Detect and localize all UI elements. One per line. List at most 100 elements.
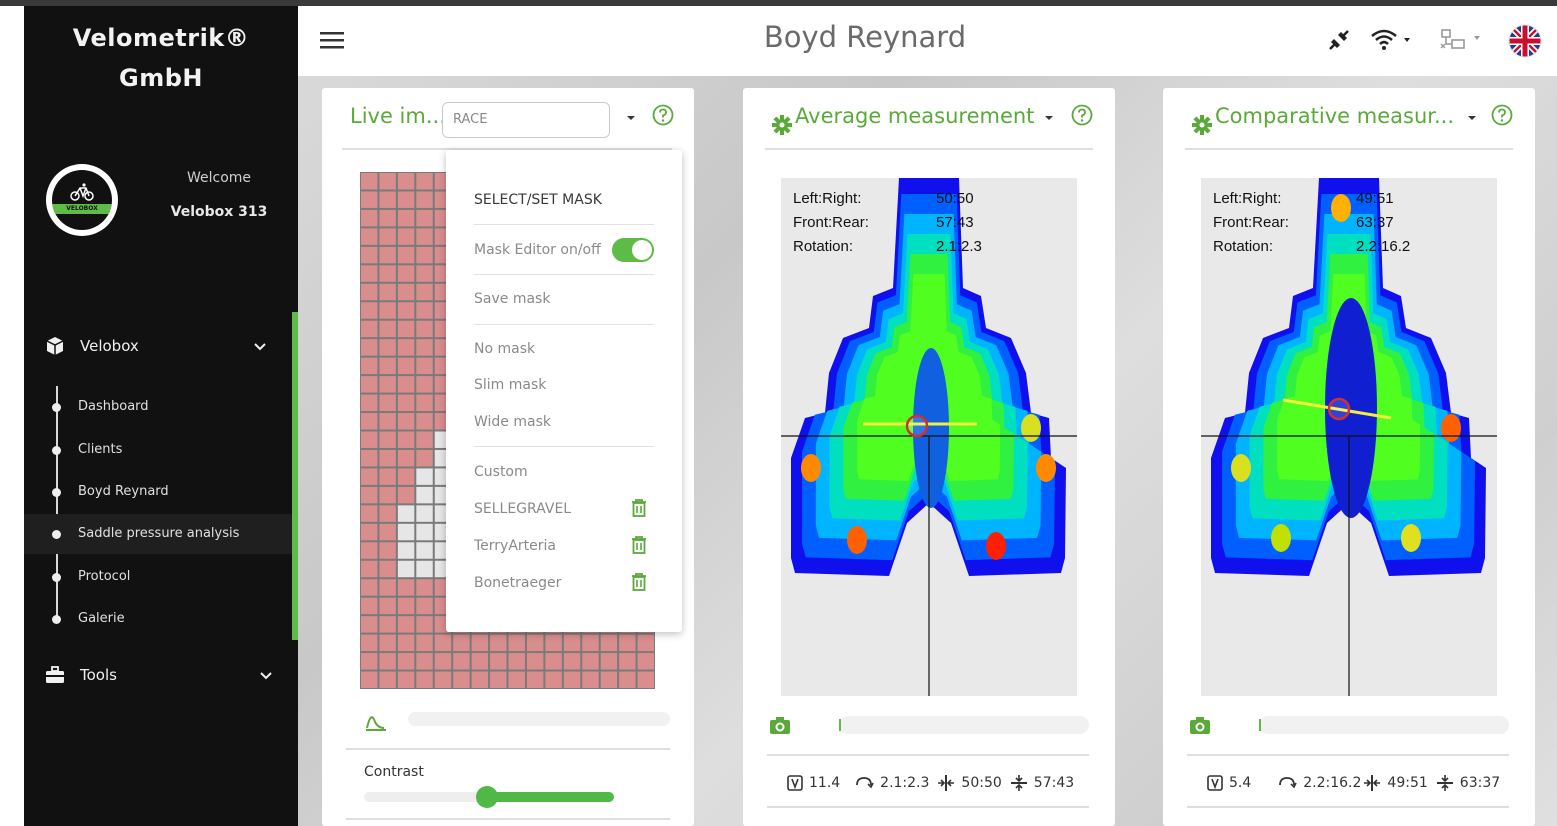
- chevron-down-icon: [260, 672, 272, 680]
- sidebar-item-label: Saddle pressure analysis: [78, 526, 240, 541]
- card-title: Comparative measur...: [1215, 104, 1454, 128]
- brand-line-1: Velometrik®: [72, 24, 250, 52]
- camera-icon[interactable]: [1189, 716, 1211, 736]
- sidebar-item-label: Protocol: [78, 569, 131, 584]
- contrast-slider-handle[interactable]: [476, 786, 498, 808]
- nav-group-velobox[interactable]: Velobox: [24, 328, 292, 364]
- pressure-heatmap: Left:Right: Front:Rear: Rotation: 50:50 …: [781, 178, 1077, 696]
- average-measurement-card: Average measurement Left:Right: Front:Re…: [743, 88, 1115, 826]
- mask-editor-toggle[interactable]: [612, 238, 654, 262]
- front-rear-label: Front:Rear:: [1213, 214, 1289, 231]
- front-rear-value: 57:43: [936, 214, 974, 231]
- stat-left-right: 50:50: [937, 774, 1002, 792]
- trash-icon[interactable]: [630, 535, 648, 555]
- heatmap-image: [1201, 178, 1497, 696]
- front-rear-icon: [1436, 775, 1453, 791]
- page-title: Boyd Reynard: [763, 20, 967, 54]
- sidebar-item-saddle-pressure-analysis[interactable]: Saddle pressure analysis: [24, 514, 292, 554]
- stat-left-right-value: 50:50: [961, 775, 1002, 791]
- help-icon[interactable]: [1491, 104, 1513, 126]
- histogram-icon[interactable]: [364, 708, 388, 732]
- sidebar-item-label: Galerie: [78, 611, 125, 626]
- stat-front-rear-value: 63:37: [1459, 775, 1501, 791]
- contrast-slider[interactable]: [364, 786, 614, 808]
- gear-icon[interactable]: [771, 114, 793, 136]
- uk-flag-icon[interactable]: [1508, 24, 1542, 58]
- stat-front-rear: 63:37: [1436, 774, 1500, 792]
- stat-v-value: 5.4: [1229, 775, 1252, 791]
- pressure-heatmap: Left:Right: Front:Rear: Rotation: 49:51 …: [1201, 178, 1497, 696]
- custom-mask-item[interactable]: SELLEGRAVEL: [474, 501, 572, 517]
- bicycle-icon: [70, 183, 94, 201]
- menu-divider: [474, 324, 654, 325]
- card-divider: [346, 818, 670, 820]
- caret-down-icon[interactable]: [1467, 114, 1477, 122]
- plug-disconnected-icon[interactable]: [1326, 26, 1352, 54]
- hamburger-menu-icon[interactable]: [318, 28, 346, 52]
- card-title-divider: [1185, 148, 1513, 150]
- velobox-logo: VELOBOX: [46, 164, 118, 236]
- sidebar-item-dashboard[interactable]: Dashboard: [24, 387, 292, 427]
- slim-mask-item[interactable]: Slim mask: [474, 377, 547, 393]
- stat-v: 11.4: [787, 775, 840, 791]
- user-name: Velobox 313: [170, 204, 268, 220]
- menu-divider: [474, 446, 654, 447]
- custom-mask-item[interactable]: Bonetraeger: [474, 575, 562, 591]
- caret-down-icon[interactable]: [1044, 114, 1054, 122]
- bullet-icon: [52, 446, 61, 455]
- sidebar-item-label: Clients: [78, 442, 123, 457]
- bullet-icon: [52, 488, 61, 497]
- wifi-icon[interactable]: [1370, 26, 1412, 54]
- card-divider: [346, 748, 670, 750]
- network-icon[interactable]: [1438, 26, 1484, 54]
- sidebar-item-protocol[interactable]: Protocol: [24, 557, 292, 597]
- measurement-slider[interactable]: [1259, 716, 1509, 734]
- contrast-slider-fill: [486, 792, 614, 802]
- brand-line-2: GmbH: [119, 64, 203, 92]
- stat-front-rear: 57:43: [1010, 774, 1074, 792]
- sidebar-item-label: Boyd Reynard: [78, 484, 169, 499]
- save-mask-item[interactable]: Save mask: [474, 291, 551, 307]
- custom-mask-item[interactable]: TerryArteria: [474, 538, 556, 554]
- rotation-icon: [1279, 777, 1297, 789]
- wide-mask-item[interactable]: Wide mask: [474, 414, 551, 430]
- sidebar-item-boyd-reynard[interactable]: Boyd Reynard: [24, 472, 292, 512]
- mask-editor-toggle-label: Mask Editor on/off: [474, 242, 601, 258]
- sidebar-item-galerie[interactable]: Galerie: [24, 599, 292, 639]
- bullet-icon: [52, 530, 61, 539]
- stat-left-right-value: 49:51: [1387, 775, 1428, 791]
- nav-group-tools[interactable]: Tools: [24, 657, 292, 693]
- stat-v-value: 11.4: [809, 775, 841, 791]
- help-icon[interactable]: [1071, 104, 1093, 126]
- stat-rotation-value: 2.1:2.3: [880, 775, 930, 791]
- stat-rotation-value: 2.2:16.2: [1303, 775, 1362, 791]
- camera-icon[interactable]: [769, 716, 791, 736]
- window-top-border: [0, 0, 1557, 6]
- histogram-slider[interactable]: [408, 712, 670, 726]
- cube-icon: [46, 337, 64, 355]
- measurement-slider[interactable]: [839, 716, 1089, 734]
- sidebar-item-label: Dashboard: [78, 399, 149, 414]
- brand-title: Velometrik® GmbH: [24, 18, 298, 98]
- stat-rotation: 2.1:2.3: [854, 775, 929, 791]
- trash-icon[interactable]: [630, 572, 648, 592]
- gear-icon[interactable]: [1191, 114, 1213, 136]
- card-divider: [1187, 806, 1509, 808]
- sidebar-item-clients[interactable]: Clients: [24, 430, 292, 470]
- no-mask-item[interactable]: No mask: [474, 341, 536, 357]
- rotation-value: 2.1:2.3: [936, 238, 982, 255]
- sidebar: Velometrik® GmbH VELOBOX Welcome Velobox…: [24, 6, 298, 826]
- card-title: Live im...: [350, 104, 446, 128]
- trash-icon[interactable]: [630, 498, 648, 518]
- mask-select-menu: SELECT/SET MASK Mask Editor on/off Save …: [446, 150, 682, 632]
- chevron-down-icon: [254, 343, 266, 351]
- menu-divider: [474, 224, 654, 225]
- nav-group-label: Velobox: [80, 337, 139, 355]
- rotation-icon: [856, 777, 874, 789]
- stats-row: 11.4 2.1:2.3 50:50 57:43: [787, 772, 1082, 794]
- help-icon[interactable]: [652, 104, 674, 126]
- caret-down-icon[interactable]: [626, 114, 636, 122]
- welcome-label: Welcome: [186, 170, 252, 186]
- mask-name-input[interactable]: RACE: [442, 102, 610, 138]
